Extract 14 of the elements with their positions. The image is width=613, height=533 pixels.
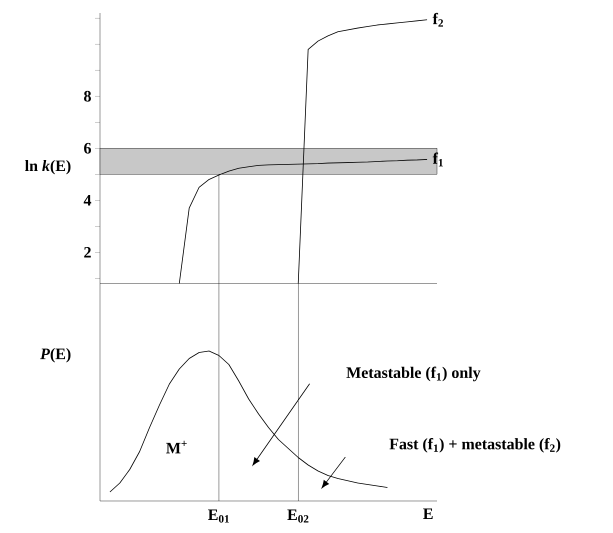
- x-axis-title: E: [423, 508, 433, 519]
- annotation: Metastable (f$_{1}$) only: [346, 366, 480, 382]
- x-tick-label: E$_{02}$: [287, 510, 308, 523]
- series-label: f$_{2}$: [432, 12, 444, 27]
- y-axis-title: ln k(E): [25, 160, 71, 174]
- y-tick-label: 2: [84, 247, 91, 258]
- annotation: Fast (f$_{1}$) + metastable (f$_{2}$): [389, 438, 560, 453]
- y-axis-title: P(E): [40, 348, 71, 362]
- y-tick-label: 4: [84, 195, 92, 206]
- y-tick-label: 6: [84, 142, 92, 154]
- series-label: f$_{1}$: [432, 152, 443, 166]
- x-tick-label: E$_{01}$: [208, 510, 230, 523]
- y-tick-label: 8: [84, 90, 91, 102]
- annotation: M$^{+}$: [166, 440, 187, 454]
